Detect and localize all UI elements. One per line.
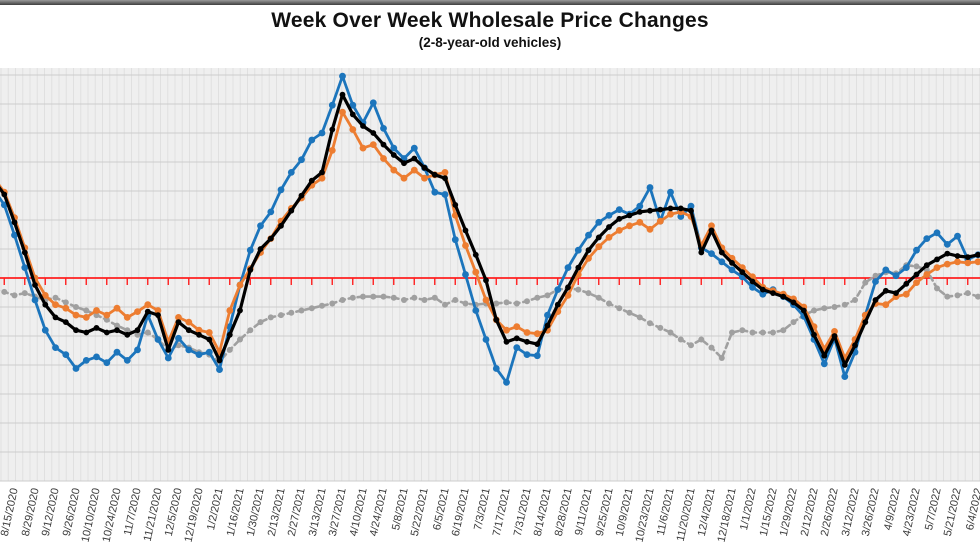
plot-area <box>0 68 980 481</box>
chart-subtitle: (2-8-year-old vehicles) <box>418 35 562 51</box>
chart-title: Week Over Week Wholesale Price Changes <box>271 9 709 32</box>
series-black-markers <box>1 91 980 368</box>
gridlines <box>0 68 980 482</box>
zero-line <box>0 277 980 285</box>
window-top-bar <box>0 0 980 5</box>
chart-header: Week Over Week Wholesale Price Changes (… <box>0 9 980 50</box>
series-blue-markers <box>0 72 980 386</box>
